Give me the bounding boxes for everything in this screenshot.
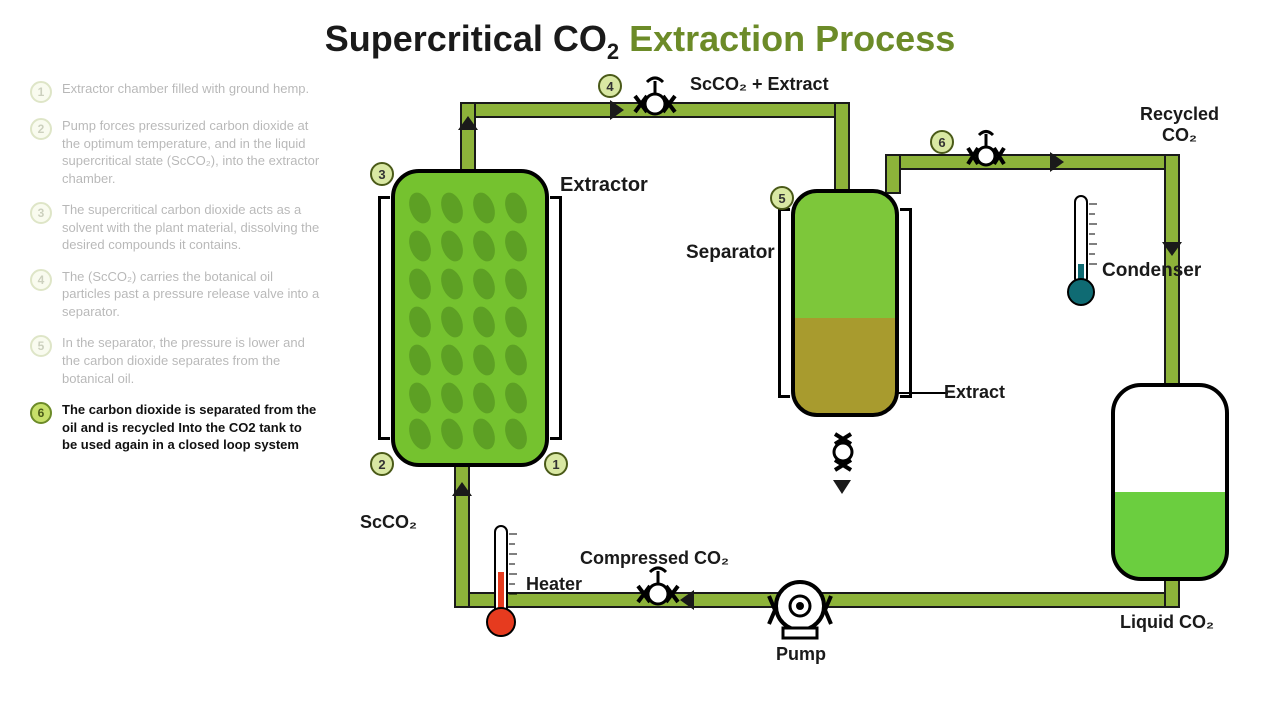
label-heater: Heater	[526, 574, 582, 595]
valve-icon	[822, 422, 864, 482]
steps-list: 1 Extractor chamber filled with ground he…	[30, 80, 320, 468]
arrow-icon	[458, 116, 478, 130]
label-separator: Separator	[686, 242, 775, 264]
step-item: 6 The carbon dioxide is separated from th…	[30, 401, 320, 454]
step-text: The (ScCO₂) carries the botanical oil pa…	[62, 268, 320, 321]
step-text: The carbon dioxide is separated from the…	[62, 401, 320, 454]
separator-vessel	[790, 188, 900, 418]
step-badge: 1	[30, 81, 52, 103]
step-item: 4 The (ScCO₂) carries the botanical oil p…	[30, 268, 320, 321]
step-item: 2 Pump forces pressurized carbon dioxide …	[30, 117, 320, 187]
co2-tank	[1110, 382, 1230, 582]
process-diagram: 1 2 3 4 5 6 Extractor Separator Condense…	[330, 82, 1260, 702]
label-extractor: Extractor	[560, 174, 648, 197]
step-badge: 2	[30, 118, 52, 140]
valve-icon	[628, 566, 688, 608]
badge-1: 1	[544, 452, 568, 476]
arrow-icon	[452, 482, 472, 496]
step-item: 3 The supercritical carbon dioxide acts a…	[30, 201, 320, 254]
badge-3: 3	[370, 162, 394, 186]
label-recycled-co2: RecycledCO₂	[1140, 104, 1219, 145]
arrow-icon	[1050, 152, 1064, 172]
label-pump: Pump	[776, 644, 826, 665]
extractor-vessel	[390, 168, 550, 468]
thermometer-hot-icon	[485, 522, 525, 642]
step-badge: 3	[30, 202, 52, 224]
title-sub: 2	[607, 39, 619, 64]
step-badge: 4	[30, 269, 52, 291]
step-badge: 6	[30, 402, 52, 424]
title-part2: Extraction Process	[619, 18, 955, 59]
label-scco2: ScCO₂	[360, 512, 417, 533]
thermometer-cold-icon	[1065, 192, 1105, 312]
badge-2: 2	[370, 452, 394, 476]
arrow-icon	[833, 480, 851, 494]
valve-icon	[958, 128, 1014, 170]
page-title: Supercritical CO2 Extraction Process	[0, 18, 1280, 65]
badge-4: 4	[598, 74, 622, 98]
arrow-icon	[610, 100, 624, 120]
label-scco2-extract: ScCO₂ + Extract	[690, 74, 829, 95]
step-item: 1 Extractor chamber filled with ground he…	[30, 80, 320, 103]
step-text: Pump forces pressurized carbon dioxide a…	[62, 117, 320, 187]
step-text: Extractor chamber filled with ground hem…	[62, 80, 309, 98]
arrow-icon	[1162, 242, 1182, 256]
title-part1: Supercritical CO	[325, 18, 607, 59]
label-condenser: Condenser	[1102, 260, 1201, 282]
pump-icon	[755, 562, 845, 642]
step-text: The supercritical carbon dioxide acts as…	[62, 201, 320, 254]
label-extract: Extract	[944, 382, 1005, 403]
label-compressed: Compressed CO₂	[580, 548, 729, 569]
step-text: In the separator, the pressure is lower …	[62, 334, 320, 387]
step-item: 5 In the separator, the pressure is lower…	[30, 334, 320, 387]
valve-icon	[625, 76, 685, 118]
badge-6: 6	[930, 130, 954, 154]
badge-5: 5	[770, 186, 794, 210]
step-badge: 5	[30, 335, 52, 357]
label-liquid-co2: Liquid CO₂	[1120, 612, 1214, 633]
